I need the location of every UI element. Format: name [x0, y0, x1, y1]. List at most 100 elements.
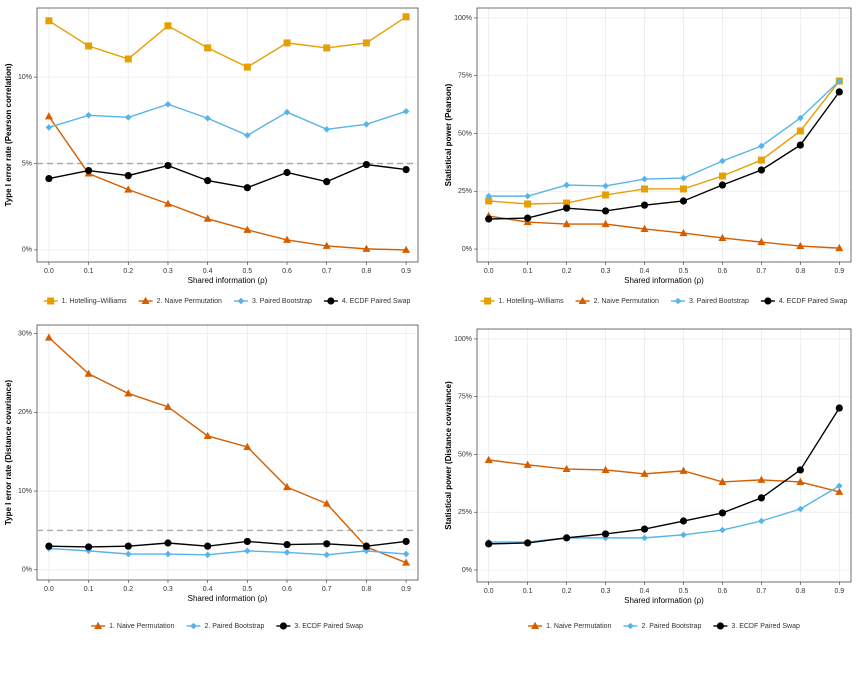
data-point	[163, 402, 172, 410]
data-point	[362, 160, 371, 169]
data-point	[243, 63, 251, 71]
data-point	[124, 172, 132, 180]
data-point	[523, 460, 532, 468]
y-axis-title: Type I error rate (Distance covariance)	[4, 380, 13, 526]
x-tick-label: 0.3	[163, 268, 173, 275]
legend-marker	[94, 621, 103, 629]
plot-border	[476, 7, 852, 263]
legend-item: 2. Naive Permutation	[575, 296, 659, 305]
x-tick-label: 0.7	[322, 268, 332, 275]
data-point	[641, 185, 649, 193]
y-tick-label: 10%	[18, 488, 32, 495]
legend-label: 1. Hotelling–Williams	[499, 298, 564, 305]
data-point	[562, 464, 571, 473]
data-point	[602, 182, 609, 190]
series-line	[488, 215, 840, 249]
legend-marker	[716, 622, 725, 630]
plot-border	[36, 7, 419, 263]
x-tick-label: 0.8	[362, 586, 372, 593]
legend: 1. Naive Permutation 2. Paired Bootstrap 3…	[528, 621, 800, 630]
data-point	[524, 214, 532, 222]
legend-item: 1. Naive Permutation	[91, 621, 175, 630]
legend-item: 3. ECDF Paired Swap	[713, 622, 800, 630]
legend-label: 3. Paired Bootstrap	[689, 298, 749, 305]
data-point	[835, 404, 843, 412]
data-point	[796, 477, 805, 485]
data-point	[164, 22, 172, 30]
data-point	[718, 233, 727, 241]
data-point	[563, 181, 570, 189]
y-tick-label: 25%	[458, 509, 472, 516]
data-point	[485, 197, 493, 205]
legend-item: 3. Paired Bootstrap	[670, 297, 749, 305]
data-point	[757, 166, 765, 174]
data-point	[323, 551, 331, 559]
x-tick-label: 0.2	[562, 588, 572, 595]
data-point	[835, 243, 844, 252]
data-point	[362, 244, 371, 252]
x-axis-title: Shared information (ρ)	[188, 594, 268, 603]
legend: 1. Hotelling–Williams 2. Naive Permutatio…	[43, 296, 410, 305]
x-tick-label: 0.8	[795, 268, 805, 275]
data-point	[797, 114, 804, 122]
y-tick-label: 50%	[458, 451, 472, 458]
data-point	[797, 505, 804, 513]
legend-label: 3. ECDF Paired Swap	[294, 623, 363, 630]
data-point	[323, 178, 331, 186]
legend-label: 2. Paired Bootstrap	[204, 623, 264, 630]
x-tick-label: 0.7	[757, 268, 767, 275]
x-tick-label: 0.5	[679, 268, 689, 275]
x-tick-label: 0.7	[322, 586, 332, 593]
x-tick-label: 0.1	[84, 586, 94, 593]
legend-marker	[531, 621, 540, 629]
data-point	[796, 241, 805, 250]
legend-marker	[627, 622, 634, 630]
legend-label: 1. Naive Permutation	[546, 623, 611, 630]
data-point	[524, 192, 531, 200]
x-tick-label: 0.9	[834, 268, 844, 275]
data-point	[402, 245, 411, 253]
legend-marker	[764, 297, 772, 305]
data-point	[84, 369, 93, 377]
data-point	[243, 184, 251, 192]
y-tick-label: 20%	[18, 409, 32, 416]
data-point	[164, 100, 172, 108]
data-point	[204, 551, 211, 559]
x-tick-label: 0.6	[282, 586, 292, 593]
data-point	[244, 132, 251, 139]
legend-marker	[190, 622, 197, 630]
data-point	[484, 455, 493, 464]
legend-item: 2. Paired Bootstrap	[623, 622, 702, 630]
x-tick-label: 0.6	[718, 588, 728, 595]
data-point	[719, 157, 726, 165]
data-point	[679, 517, 688, 525]
y-tick-label: 100%	[454, 15, 472, 22]
data-point	[124, 114, 132, 121]
plot-background	[37, 325, 418, 580]
data-point	[44, 112, 53, 120]
data-point	[796, 141, 804, 149]
data-point	[640, 469, 649, 477]
data-point	[243, 537, 251, 546]
x-tick-label: 0.8	[795, 588, 805, 595]
data-point	[243, 442, 252, 450]
data-point	[679, 228, 688, 237]
data-point	[84, 166, 93, 175]
data-point	[124, 55, 132, 63]
y-tick-label: 75%	[458, 73, 472, 80]
data-point	[718, 181, 727, 189]
series-line	[488, 80, 840, 197]
data-point	[322, 499, 331, 507]
data-point	[641, 534, 648, 542]
data-point	[835, 487, 844, 495]
x-tick-label: 0.8	[362, 268, 372, 275]
data-point	[204, 44, 212, 52]
data-point	[283, 235, 292, 243]
data-point	[204, 542, 212, 550]
data-point	[283, 168, 291, 177]
data-point	[84, 543, 93, 551]
data-point	[641, 175, 648, 183]
data-point	[402, 550, 410, 558]
legend-marker	[279, 622, 288, 630]
